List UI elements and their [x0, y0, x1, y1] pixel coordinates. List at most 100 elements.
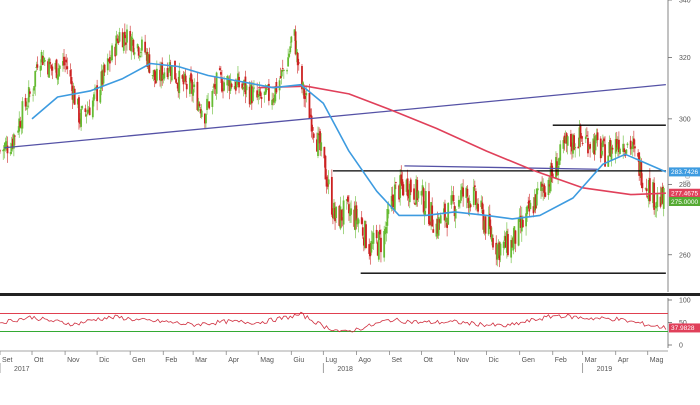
candle-body: [453, 205, 456, 217]
month-tick-label: Mag: [260, 357, 274, 364]
candle-body: [233, 85, 236, 90]
candle-body: [519, 215, 522, 228]
candle-body: [656, 194, 659, 208]
candle-body: [208, 101, 211, 109]
candle-body: [475, 191, 477, 205]
candle-body: [562, 140, 565, 149]
candle-body: [257, 94, 260, 98]
month-tick-label: Dic: [99, 357, 110, 364]
candle-body: [207, 101, 209, 103]
candle-body: [62, 61, 64, 66]
candle-body: [118, 32, 121, 42]
candle-body: [176, 83, 179, 84]
candle-body: [504, 236, 507, 248]
oscillator-line: [0, 311, 667, 333]
candle-body: [599, 138, 602, 159]
candle-body: [303, 86, 306, 99]
candle-body: [219, 72, 222, 75]
candle-body: [51, 66, 54, 71]
candle-body: [129, 31, 132, 51]
candle-body: [603, 138, 605, 142]
candle-body: [324, 155, 327, 180]
candle-body: [579, 124, 582, 139]
candle-body: [424, 190, 427, 209]
candle-body: [345, 199, 348, 201]
candle-body: [380, 237, 382, 253]
candle-body: [423, 210, 426, 215]
month-tick-label: Set: [391, 357, 402, 364]
candle-body: [443, 208, 445, 214]
trendline: [404, 165, 598, 170]
candle-body: [212, 86, 215, 88]
candle-body: [308, 92, 311, 119]
candle-body: [260, 96, 263, 100]
candle-body: [34, 71, 37, 87]
candle-body: [587, 137, 589, 154]
month-tick-label: Apr: [618, 357, 630, 364]
candle-body: [43, 59, 46, 62]
candle-body: [626, 143, 629, 146]
candle-body: [199, 109, 202, 114]
candle-body: [182, 76, 185, 85]
candle-body: [42, 57, 45, 63]
candle-body: [592, 138, 595, 153]
price-tag-label: 277.4675: [671, 191, 698, 198]
candle-body: [169, 66, 172, 76]
candle-body: [611, 147, 614, 150]
candle-body: [547, 179, 550, 196]
candle-body: [408, 183, 411, 203]
candle-body: [183, 73, 186, 81]
candle-body: [168, 62, 171, 71]
trendline: [4, 84, 666, 149]
candle-body: [126, 29, 128, 43]
candle-body: [654, 207, 657, 208]
candle-body: [87, 109, 90, 113]
month-tick-label: Gen: [522, 357, 535, 364]
candle-body: [102, 65, 105, 84]
candle-body: [293, 29, 296, 36]
candle-body: [629, 140, 632, 150]
candle-body: [122, 33, 125, 51]
candle-body: [334, 207, 336, 222]
candle-body: [184, 75, 187, 82]
candle-body: [151, 74, 154, 76]
candle-body: [132, 39, 135, 53]
candle-body: [286, 70, 288, 72]
candle-body: [496, 244, 499, 260]
candle-body: [622, 143, 625, 152]
price-tag: [669, 167, 700, 177]
month-tick-label: Ott: [424, 357, 433, 364]
month-tick-label: Nov: [457, 357, 470, 364]
candle-body: [287, 57, 290, 67]
candle-body: [63, 56, 65, 66]
candle-body: [65, 59, 68, 63]
candle-body: [64, 63, 66, 65]
candle-body: [229, 80, 232, 91]
candle-body: [386, 208, 389, 226]
candle-body: [593, 140, 596, 155]
candle-body: [146, 51, 149, 67]
candle-body: [339, 206, 342, 229]
candle-body: [282, 69, 285, 71]
candle-body: [436, 219, 439, 234]
candle-body: [213, 84, 216, 88]
candle-body: [574, 146, 577, 149]
candle-body: [228, 79, 231, 91]
candle-body: [350, 208, 352, 215]
candle-body: [221, 77, 223, 92]
price-tag-label: 275.0000: [671, 199, 698, 206]
candle-body: [264, 85, 267, 95]
candle-body: [602, 140, 604, 148]
candle-body: [346, 196, 349, 202]
candle-body: [281, 68, 284, 69]
candle-body: [465, 187, 468, 198]
candle-body: [28, 91, 31, 94]
candle-body: [58, 65, 61, 69]
candle-body: [472, 186, 475, 206]
candle-body: [497, 244, 500, 250]
candle-body: [18, 118, 21, 132]
candle-body: [325, 176, 328, 187]
candle-body: [302, 82, 304, 89]
candle-body: [3, 145, 6, 151]
candle-body: [481, 202, 484, 209]
